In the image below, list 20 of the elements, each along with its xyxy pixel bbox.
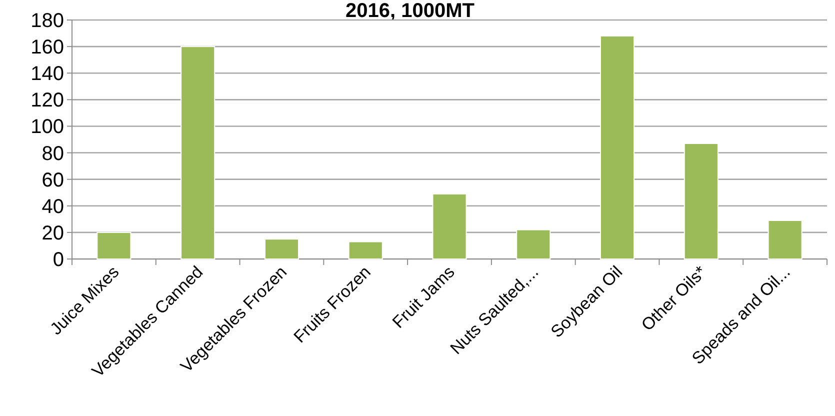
bar [348,241,383,260]
bar [768,220,802,260]
chart-title: 2016, 1000MT [346,0,474,22]
y-tick-label: 20 [42,222,64,244]
bar [684,142,718,260]
y-tick-label: 180 [30,10,64,32]
y-tick-label: 160 [30,36,64,59]
y-tick-label: 140 [30,63,64,86]
bar [180,46,216,260]
y-tick-label: 100 [30,116,64,138]
bar [264,238,299,260]
bar [96,232,132,260]
bar [432,193,467,260]
bar [600,35,635,260]
y-tick-label: 40 [42,196,64,218]
y-tick-label: 60 [42,169,64,192]
y-tick-label: 80 [42,142,64,165]
bar [516,229,551,260]
y-tick-label: 0 [52,249,64,271]
y-tick-label: 120 [30,90,64,112]
